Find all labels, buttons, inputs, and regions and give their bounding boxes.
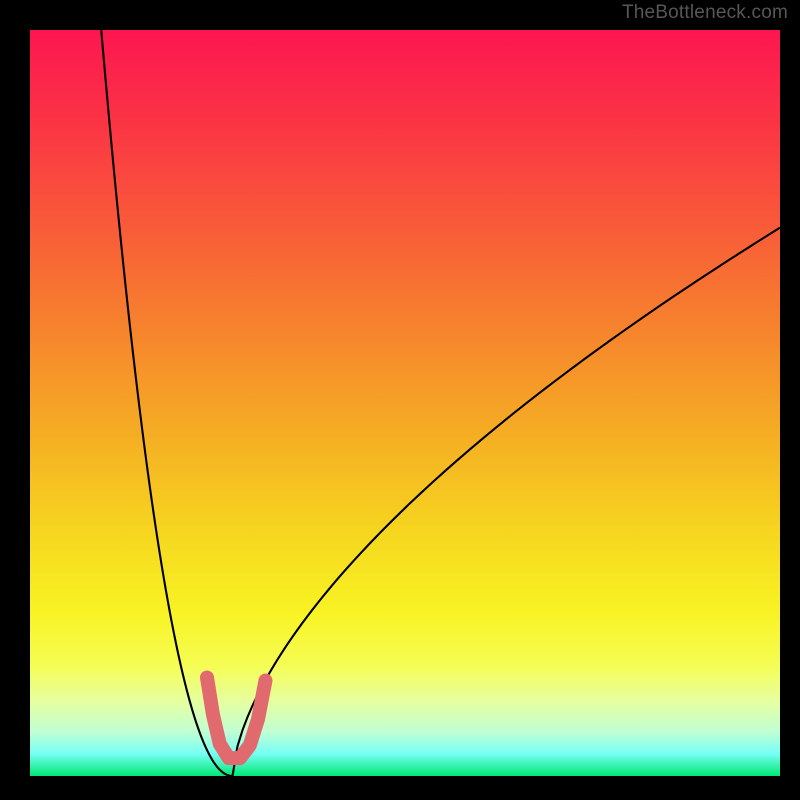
frame-bottom [0,776,800,800]
frame-left [0,0,30,800]
frame-right [780,0,800,800]
chart-curves-layer [30,30,780,776]
chart-plot-area [30,30,780,776]
watermark-text: TheBottleneck.com [622,2,788,24]
bottleneck-curve [101,30,780,776]
valley-marker [207,678,266,759]
